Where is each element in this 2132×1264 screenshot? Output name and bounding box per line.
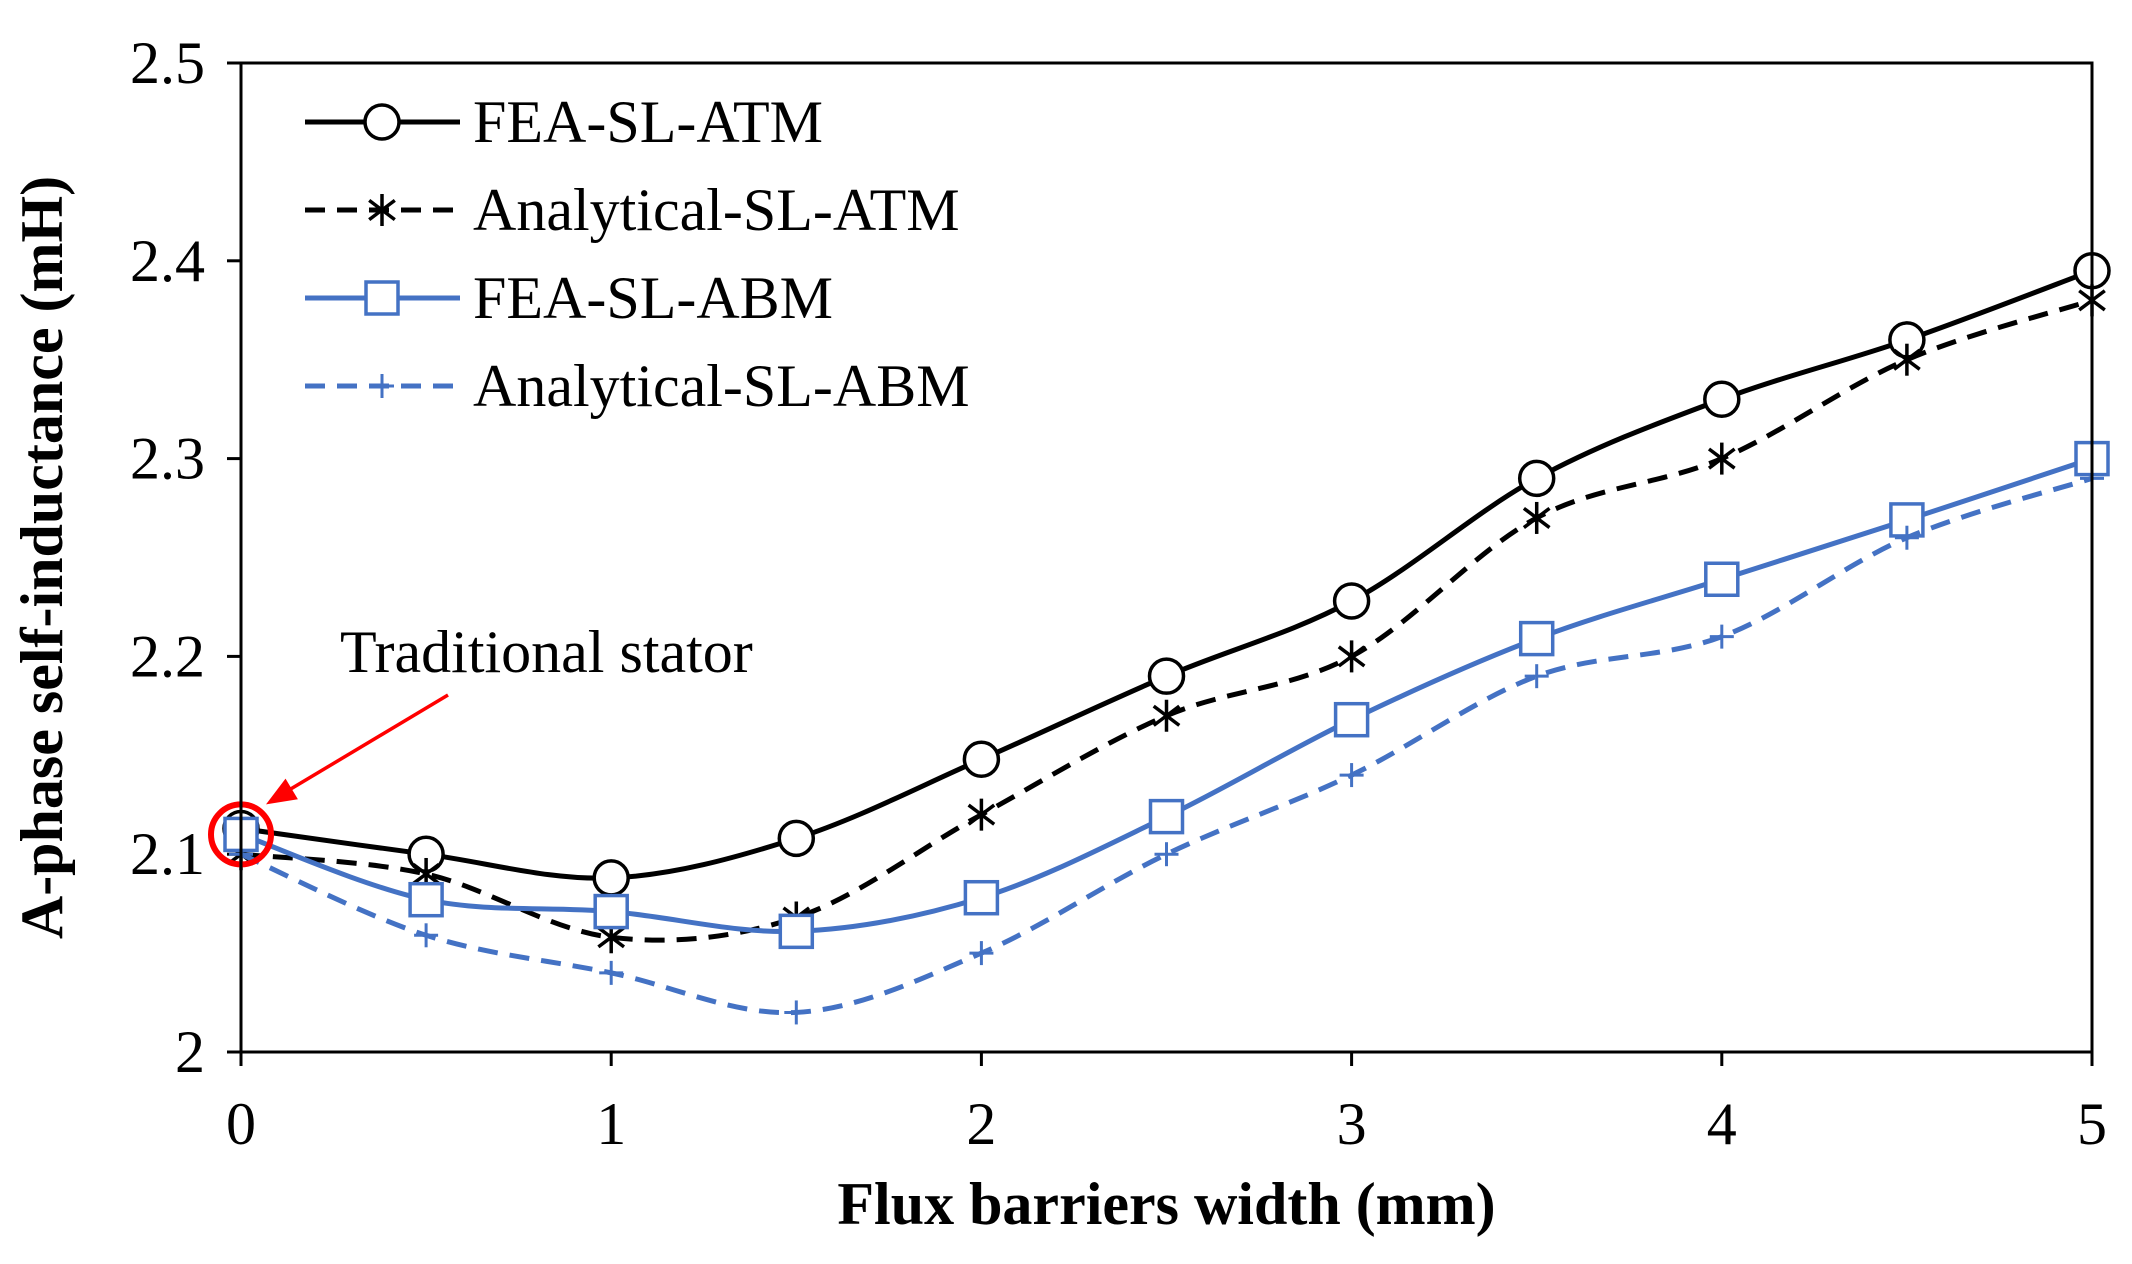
data-point <box>1517 459 1556 498</box>
data-point <box>1709 624 1734 649</box>
data-point <box>1518 620 1555 657</box>
legend-item: FEA-SL-ATM <box>305 89 823 155</box>
annotation-arrow-line <box>279 693 449 797</box>
y-tick-label: 2.4 <box>130 228 205 294</box>
data-point <box>1704 561 1740 598</box>
legend-marker <box>364 280 400 316</box>
data-point <box>1707 442 1736 475</box>
data-point <box>414 923 439 948</box>
y-axis-title: A-phase self-inductance (mH) <box>9 176 75 939</box>
x-axis-title: Flux barriers width (mm) <box>837 1171 1495 1237</box>
x-tick-label: 4 <box>1707 1091 1737 1157</box>
x-tick-label: 2 <box>966 1091 996 1157</box>
y-tick-label: 2.1 <box>130 821 205 887</box>
data-point <box>408 881 444 918</box>
data-point <box>1524 664 1549 689</box>
data-point <box>963 879 1000 916</box>
data-point <box>777 819 816 858</box>
legend-item: Analytical-SL-ABM <box>305 353 970 419</box>
data-point <box>592 859 630 897</box>
data-point <box>1522 501 1551 534</box>
data-point <box>784 1000 809 1025</box>
legend-label: Analytical-SL-ABM <box>473 353 970 419</box>
x-tick-label: 0 <box>226 1091 256 1157</box>
legend-label: FEA-SL-ATM <box>473 89 823 155</box>
data-point <box>1894 525 1919 550</box>
data-point <box>1337 640 1366 673</box>
annotation: Traditional stator <box>208 619 753 868</box>
annotation-label: Traditional stator <box>340 619 753 685</box>
series-line <box>239 475 2093 1016</box>
data-point <box>1147 657 1186 695</box>
legend-item: FEA-SL-ABM <box>305 265 833 331</box>
data-point <box>1332 582 1371 620</box>
data-point <box>1148 798 1185 835</box>
data-point <box>593 893 629 930</box>
series-lines <box>222 251 2111 1025</box>
y-tick-label: 2 <box>175 1019 205 1085</box>
legend: FEA-SL-ATM Analytical-SL-ATM FEA-SL-ABM Ana… <box>305 89 970 419</box>
data-point <box>778 913 815 950</box>
data-point <box>962 740 1001 779</box>
x-tick-label: 3 <box>1337 1091 1367 1157</box>
y-tick-label: 2.3 <box>130 426 205 492</box>
annotation-arrow-head <box>266 778 298 805</box>
legend-label: FEA-SL-ABM <box>473 265 833 331</box>
data-point <box>1893 343 1921 376</box>
axis-ticks: 0 1 2 3 4 5 2 2.1 2.2 2.3 2.4 2.5 <box>130 30 2107 1157</box>
legend-marker <box>368 194 396 226</box>
x-tick-label: 1 <box>596 1091 626 1157</box>
data-point <box>1339 763 1364 788</box>
data-point <box>1152 699 1181 732</box>
legend-marker <box>370 374 394 398</box>
data-point <box>967 798 996 831</box>
y-tick-label: 2.5 <box>130 30 205 96</box>
data-point <box>1333 701 1370 738</box>
data-point <box>969 941 994 966</box>
legend-marker <box>363 103 401 141</box>
plot-area-frame <box>239 61 2094 1054</box>
y-tick-label: 2.2 <box>130 623 205 689</box>
data-point <box>599 960 624 985</box>
data-point <box>1703 380 1741 419</box>
data-point <box>1154 842 1179 867</box>
legend-item: Analytical-SL-ATM <box>305 177 960 243</box>
x-tick-label: 5 <box>2077 1091 2107 1157</box>
legend-label: Analytical-SL-ATM <box>473 177 960 243</box>
